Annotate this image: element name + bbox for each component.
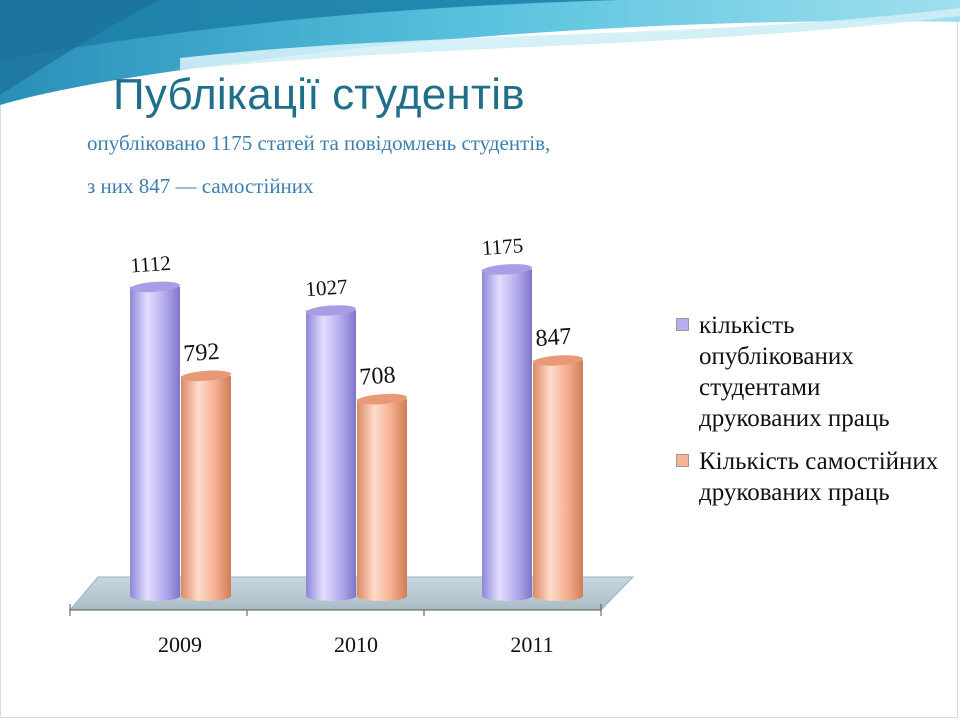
page-title: Публікації студентів [113,70,525,119]
bar-published-2011 [482,264,532,601]
x-tick-label-2010: 2010 [334,632,378,657]
data-label-published-2009: 1112 [130,251,172,278]
data-label-published-2010: 1027 [305,274,349,301]
legend-label-independent: Кількість самостійних друкованих праць [699,448,939,506]
bars-layer [130,264,583,601]
bar-published-2009 [130,281,180,601]
bar-independent-2009 [181,370,231,601]
data-label-independent-2010: 708 [359,362,397,390]
data-label-independent-2011: 847 [535,324,573,352]
header-swoosh-decoration [0,0,960,105]
x-tick-label-2009: 2009 [158,632,202,657]
legend-swatch-published [676,318,689,331]
chart-legend: кількість опублікованих студентами друко… [676,310,946,520]
subtitle-line-1: опубліковано 1175 статей та повідомлень … [87,131,551,155]
bar-independent-2010 [357,393,407,601]
bar-independent-2011 [533,355,583,601]
bar-published-2010 [306,305,356,601]
legend-item-independent: Кількість самостійних друкованих праць [676,446,946,508]
subtitle-line-2: з них 847 — самостійних [87,174,314,198]
legend-label-published: кількість опублікованих студентами друко… [699,312,890,432]
x-tick-label-2011: 2011 [510,632,553,657]
legend-swatch-independent [676,454,689,467]
data-label-independent-2009: 792 [183,339,221,367]
data-label-published-2011: 1175 [481,233,524,260]
legend-item-published: кількість опублікованих студентами друко… [676,310,946,434]
labels-layer: 1112 792 2009 1027 708 2010 1175 847 2011 [130,233,573,657]
x-axis [69,604,602,616]
